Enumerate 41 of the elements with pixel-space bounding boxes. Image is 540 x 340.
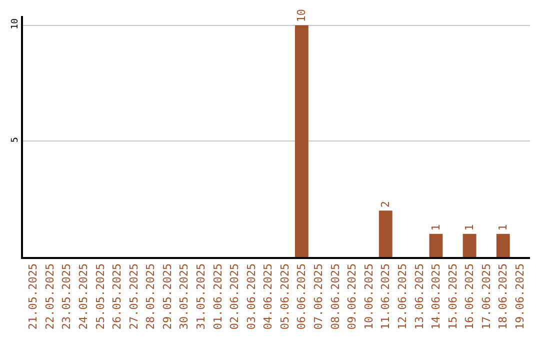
x-tick-label: 08.06.2025: [328, 263, 342, 330]
x-tick-label: 15.06.2025: [446, 263, 460, 330]
x-tick-label: 23.05.2025: [60, 263, 74, 330]
x-tick-label: 28.05.2025: [144, 263, 158, 330]
bar: [462, 234, 476, 257]
x-tick-label: 12.06.2025: [396, 263, 409, 330]
data-label: 10: [295, 9, 308, 22]
x-tick-label: 22.05.2025: [43, 263, 56, 330]
x-tick-label: 11.06.2025: [379, 263, 392, 330]
x-tick-label: 01.06.2025: [211, 263, 224, 330]
x-tick-label: 10.06.2025: [362, 263, 376, 330]
x-tick-label: 03.06.2025: [244, 263, 258, 330]
x-tick-label: 13.06.2025: [412, 263, 426, 330]
bar: [378, 210, 392, 257]
x-tick-label: 09.06.2025: [346, 263, 359, 330]
x-tick-label: 18.06.2025: [496, 263, 510, 330]
x-tick-label: 25.05.2025: [94, 263, 107, 330]
bar: [294, 25, 308, 257]
x-tick-label: 29.05.2025: [160, 263, 174, 330]
x-tick-label: 30.05.2025: [178, 263, 191, 330]
x-tick-label: 07.06.2025: [312, 263, 326, 330]
x-tick-label: 31.05.2025: [194, 263, 208, 330]
x-tick-label: 26.05.2025: [110, 263, 124, 330]
data-label: 2: [379, 201, 392, 208]
x-tick-label: 19.06.2025: [514, 263, 527, 330]
x-tick-label: 06.06.2025: [295, 263, 308, 330]
data-label: 1: [496, 224, 510, 231]
x-tick-label: 05.06.2025: [278, 263, 292, 330]
y-tick-label: 5: [10, 137, 20, 142]
x-tick-label: 17.06.2025: [480, 263, 493, 330]
x-tick-label: 21.05.2025: [26, 263, 40, 330]
x-tick-label: 16.06.2025: [463, 263, 476, 330]
data-label: 1: [429, 224, 442, 231]
x-tick-label: 24.05.2025: [77, 263, 90, 330]
bar: [496, 234, 510, 257]
x-tick-label: 02.06.2025: [228, 263, 242, 330]
x-tick-label: 14.06.2025: [430, 263, 443, 330]
x-tick-label: 04.06.2025: [262, 263, 275, 330]
bar: [429, 234, 443, 257]
data-label: 1: [463, 224, 476, 231]
x-tick-label: 27.05.2025: [127, 263, 140, 330]
